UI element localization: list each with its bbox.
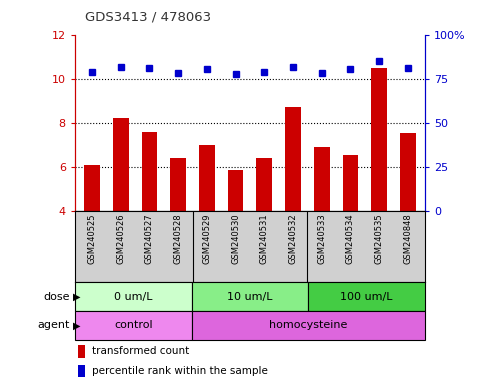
Bar [285,108,301,300]
Bar [75,282,192,311]
Text: GSM240525: GSM240525 [87,214,97,264]
Text: ▶: ▶ [73,320,81,331]
Text: GSM240530: GSM240530 [231,214,240,264]
Text: GSM240533: GSM240533 [317,214,326,264]
Bar [113,119,128,300]
Text: GSM240528: GSM240528 [174,214,183,264]
Bar [84,165,100,300]
Text: transformed count: transformed count [92,346,190,356]
Bar [371,68,387,300]
Text: GSM240534: GSM240534 [346,214,355,264]
Bar [256,158,272,300]
Text: percentile rank within the sample: percentile rank within the sample [92,366,268,376]
Bar [78,365,85,377]
Text: homocysteine: homocysteine [269,320,347,331]
Bar [142,132,157,300]
Bar [400,133,416,300]
Bar [227,170,243,300]
Text: agent: agent [38,320,70,331]
Text: GSM240526: GSM240526 [116,214,125,264]
Text: GSM240848: GSM240848 [403,214,412,264]
Bar [314,147,329,300]
Text: GSM240527: GSM240527 [145,214,154,264]
Bar [170,158,186,300]
Text: 10 um/L: 10 um/L [227,291,273,302]
Text: ▶: ▶ [73,291,81,302]
Text: 100 um/L: 100 um/L [341,291,393,302]
Text: dose: dose [43,291,70,302]
Bar [199,145,215,300]
Bar [192,311,425,340]
Text: control: control [114,320,153,331]
Bar [78,345,85,358]
Bar [192,282,308,311]
Bar [75,311,192,340]
Bar [308,282,425,311]
Text: GSM240535: GSM240535 [375,214,384,264]
Bar [342,155,358,300]
Text: GSM240532: GSM240532 [288,214,298,264]
Text: GSM240531: GSM240531 [260,214,269,264]
Text: GSM240529: GSM240529 [202,214,212,264]
Text: 0 um/L: 0 um/L [114,291,153,302]
Text: GDS3413 / 478063: GDS3413 / 478063 [85,10,211,23]
